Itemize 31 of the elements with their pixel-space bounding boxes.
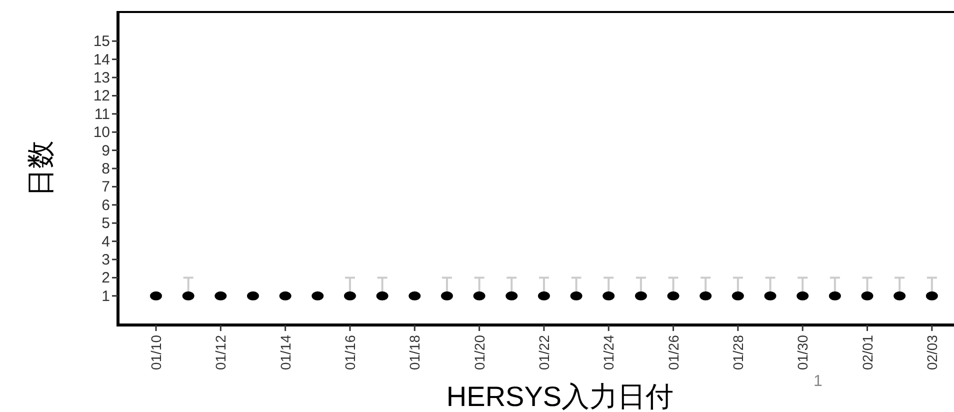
x-tick-label: 01/28 — [730, 334, 746, 370]
y-tick-label: 14 — [93, 51, 110, 68]
x-tick-label: 01/20 — [471, 334, 488, 370]
y-tick-label: 11 — [94, 106, 110, 123]
y-tick-label: 12 — [93, 88, 110, 105]
x-tick-label: 01/18 — [406, 334, 423, 370]
y-tick-label: 4 — [102, 233, 110, 250]
y-axis-title: 日数 — [25, 140, 56, 196]
y-tick-label: 6 — [102, 196, 110, 214]
x-tick-label: 01/30 — [794, 334, 811, 370]
x-axis-title: HERSYS入力日付 — [446, 381, 674, 412]
y-tick-label: 13 — [93, 70, 110, 87]
x-tick-label: 01/14 — [277, 334, 294, 370]
x-tick-label: 01/10 — [148, 334, 164, 370]
y-tick-label: 5 — [102, 215, 110, 232]
x-tick-label: 01/24 — [600, 334, 617, 370]
text: 1 — [814, 373, 823, 390]
y-tick-label: 7 — [102, 178, 110, 196]
y-tick-label: 9 — [102, 142, 110, 160]
y-tick-label: 1 — [102, 288, 110, 305]
y-tick-label: 2 — [102, 270, 110, 287]
x-tick-label: 02/03 — [924, 334, 940, 370]
x-tick-label: 01/22 — [536, 334, 552, 370]
x-tick-label: 01/16 — [342, 334, 358, 370]
y-tick-label: 8 — [102, 160, 110, 178]
y-tick-label: 10 — [93, 124, 110, 142]
y-tick-label: 15 — [93, 33, 110, 50]
y-tick-label: 3 — [102, 251, 110, 268]
x-tick-label: 01/12 — [212, 334, 229, 370]
x-tick-label: 01/26 — [665, 334, 682, 370]
x-tick-label: 02/01 — [859, 334, 876, 370]
